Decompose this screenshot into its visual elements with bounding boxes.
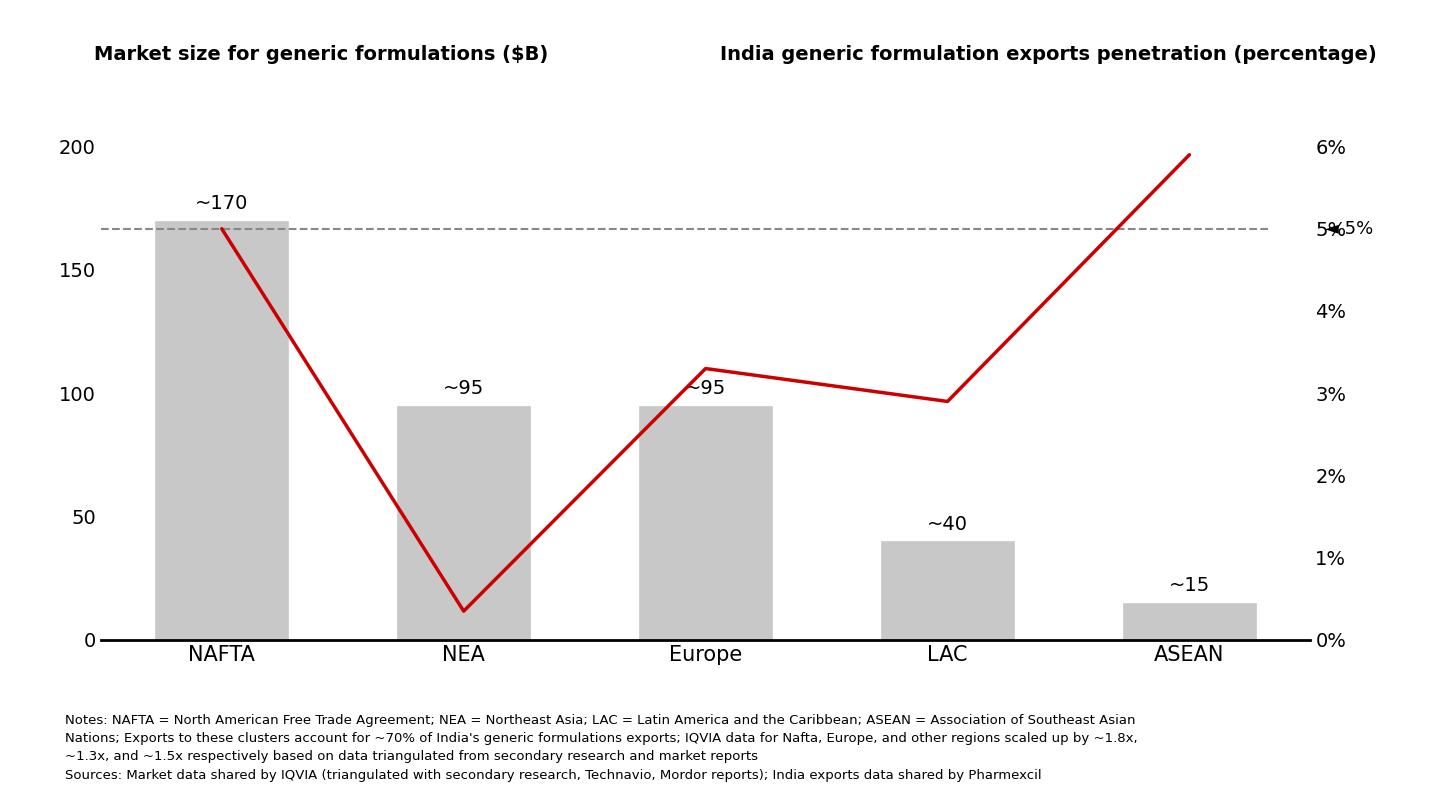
Text: ~1.3x, and ~1.5x respectively based on data triangulated from secondary research: ~1.3x, and ~1.5x respectively based on d… xyxy=(65,750,757,763)
Text: Nations; Exports to these clusters account for ~70% of India's generic formulati: Nations; Exports to these clusters accou… xyxy=(65,732,1138,745)
Text: Market size for generic formulations ($B): Market size for generic formulations ($B… xyxy=(94,45,547,63)
Text: ~95: ~95 xyxy=(685,379,726,399)
Text: ~95: ~95 xyxy=(444,379,484,399)
Text: ~15: ~15 xyxy=(1169,577,1210,595)
Text: Notes: NAFTA = North American Free Trade Agreement; NEA = Northeast Asia; LAC = : Notes: NAFTA = North American Free Trade… xyxy=(65,714,1135,727)
Bar xyxy=(639,406,772,640)
Text: ◄ 5%: ◄ 5% xyxy=(1325,220,1374,238)
Bar xyxy=(1123,603,1256,640)
Bar xyxy=(156,220,288,640)
Text: Sources: Market data shared by IQVIA (triangulated with secondary research, Tech: Sources: Market data shared by IQVIA (tr… xyxy=(65,770,1041,782)
Text: India generic formulation exports penetration (percentage): India generic formulation exports penetr… xyxy=(720,45,1377,63)
Text: ~170: ~170 xyxy=(194,194,249,213)
Text: ~40: ~40 xyxy=(927,515,968,534)
Bar xyxy=(397,406,530,640)
Bar xyxy=(881,541,1014,640)
